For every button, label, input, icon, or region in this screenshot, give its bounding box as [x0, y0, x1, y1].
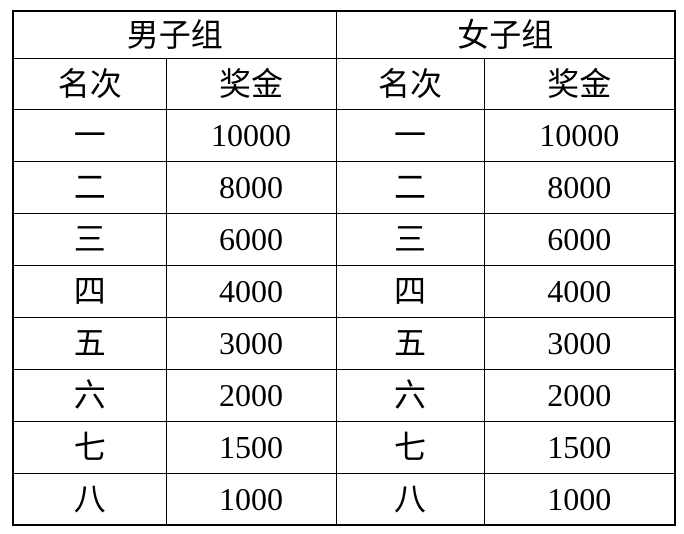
col-header-prize-women: 奖金 — [483, 57, 676, 110]
prize-cell: 3000 — [483, 316, 676, 370]
col-header-prize-men: 奖金 — [165, 57, 337, 110]
prize-cell: 4000 — [165, 264, 337, 318]
col-header-rank-men: 名次 — [12, 57, 167, 110]
group-header-men: 男子组 — [12, 10, 337, 59]
table-row: 六 2000 六 2000 — [12, 368, 676, 422]
prize-cell: 10000 — [165, 108, 337, 162]
prize-cell: 6000 — [165, 212, 337, 266]
prize-cell: 1000 — [165, 472, 337, 526]
col-header-rank-women: 名次 — [335, 57, 485, 110]
column-header-row: 名次 奖金 名次 奖金 — [12, 57, 676, 110]
prize-cell: 10000 — [483, 108, 676, 162]
group-header-women: 女子组 — [335, 10, 676, 59]
prize-cell: 6000 — [483, 212, 676, 266]
table-row: 一 10000 一 10000 — [12, 108, 676, 162]
rank-cell: 一 — [12, 108, 167, 162]
table-row: 三 6000 三 6000 — [12, 212, 676, 266]
rank-cell: 一 — [335, 108, 485, 162]
rank-cell: 六 — [335, 368, 485, 422]
prize-cell: 1500 — [483, 420, 676, 474]
rank-cell: 三 — [12, 212, 167, 266]
prize-cell: 2000 — [483, 368, 676, 422]
rank-cell: 八 — [12, 472, 167, 526]
rank-cell: 七 — [335, 420, 485, 474]
rank-cell: 四 — [12, 264, 167, 318]
table-row: 二 8000 二 8000 — [12, 160, 676, 214]
rank-cell: 二 — [335, 160, 485, 214]
rank-cell: 八 — [335, 472, 485, 526]
table-row: 五 3000 五 3000 — [12, 316, 676, 370]
rank-cell: 四 — [335, 264, 485, 318]
rank-cell: 二 — [12, 160, 167, 214]
prize-cell: 4000 — [483, 264, 676, 318]
table-row: 七 1500 七 1500 — [12, 420, 676, 474]
prize-cell: 2000 — [165, 368, 337, 422]
group-header-row: 男子组 女子组 — [12, 10, 676, 59]
prize-cell: 1500 — [165, 420, 337, 474]
table-row: 八 1000 八 1000 — [12, 472, 676, 526]
rank-cell: 三 — [335, 212, 485, 266]
table-row: 四 4000 四 4000 — [12, 264, 676, 318]
prize-cell: 3000 — [165, 316, 337, 370]
rank-cell: 七 — [12, 420, 167, 474]
prize-table: 男子组 女子组 名次 奖金 名次 奖金 一 10000 一 10000 二 80… — [12, 10, 677, 526]
rank-cell: 六 — [12, 368, 167, 422]
rank-cell: 五 — [335, 316, 485, 370]
rank-cell: 五 — [12, 316, 167, 370]
prize-cell: 1000 — [483, 472, 676, 526]
prize-cell: 8000 — [165, 160, 337, 214]
prize-cell: 8000 — [483, 160, 676, 214]
